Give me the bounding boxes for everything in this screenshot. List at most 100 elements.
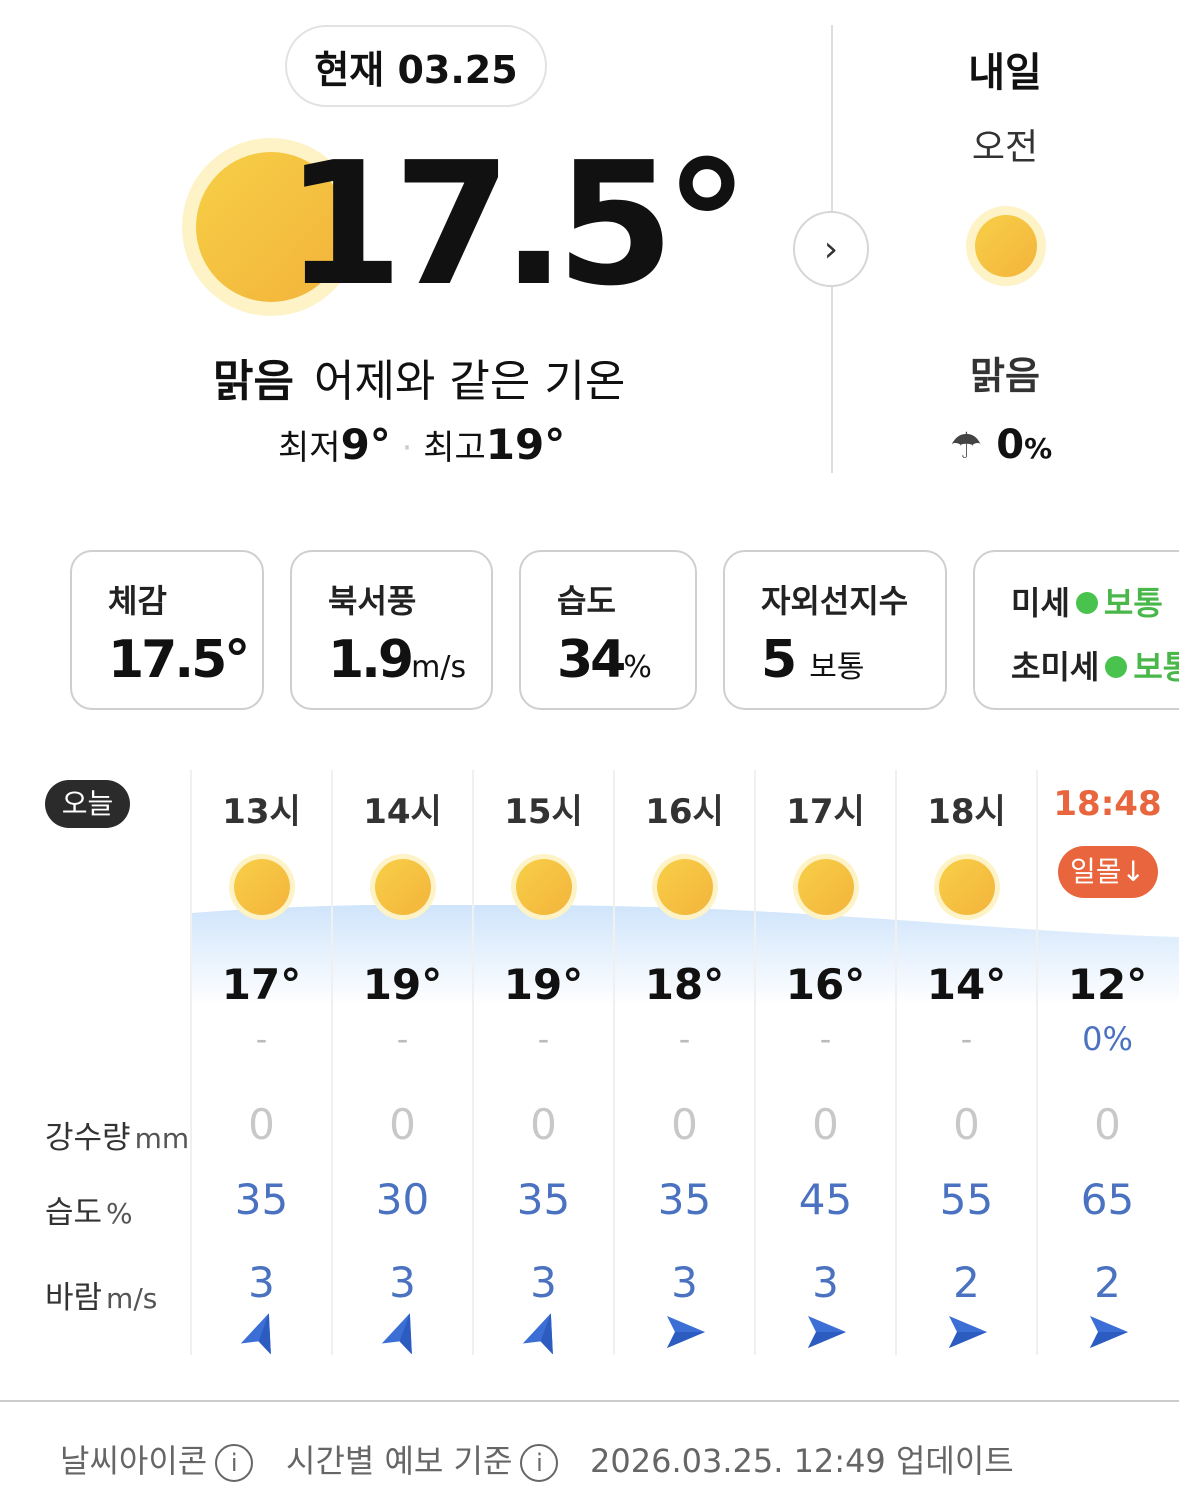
wind-speed: 3 <box>812 1258 839 1307</box>
rain-amount: 0 <box>530 1100 557 1149</box>
weather-icon-info[interactable]: 날씨아이콘 i <box>60 1436 254 1482</box>
wind-direction-icon <box>522 1313 553 1354</box>
tomorrow-title: 내일 <box>968 50 1042 96</box>
forecast-basis-info[interactable]: 시간별 예보 기준 i <box>286 1436 559 1482</box>
wind-direction-icon <box>948 1316 987 1348</box>
humidity-value: 30 <box>375 1175 430 1224</box>
hour-label: 17시 <box>786 792 865 832</box>
wind-direction-icon <box>1089 1316 1128 1348</box>
rain-probability: - <box>255 1020 268 1058</box>
ultrafine-dust-status: 보통 <box>1133 648 1179 686</box>
wind-speed: 3 <box>389 1258 416 1307</box>
fine-dust-label: 미세 <box>1011 584 1070 622</box>
rain-probability: - <box>678 1020 691 1058</box>
info-icon[interactable]: i <box>215 1444 254 1482</box>
rain-amount: 0 <box>248 1100 275 1149</box>
rain-probability: 0% <box>1082 1020 1133 1058</box>
temperature-curve <box>192 905 1179 1005</box>
wind-speed: 3 <box>671 1258 698 1307</box>
card-title: 습도 <box>557 582 616 620</box>
card-value: 17.5° <box>108 630 250 690</box>
current-temperature: 17.5° <box>285 126 749 324</box>
hour-temp: 19° <box>362 960 443 1009</box>
rain-probability: - <box>960 1020 973 1058</box>
hour-temp: 17° <box>221 960 302 1009</box>
umbrella-icon: ☂ <box>950 426 983 467</box>
wind-row-label: 바람 m/s <box>45 1280 158 1316</box>
hour-column: 15시 19° - 0 35 3 <box>472 770 613 1355</box>
rain-prob: 0 <box>996 422 1025 468</box>
hour-label: 14시 <box>363 792 442 832</box>
next-button[interactable]: › <box>793 211 869 287</box>
rain-amount: 0 <box>671 1100 698 1149</box>
card-unit: % <box>623 650 652 685</box>
footer-divider <box>0 1400 1179 1402</box>
max-value: 19° <box>485 420 566 469</box>
hour-column: 14시 19° - 0 30 3 <box>331 770 472 1355</box>
status-dot <box>1075 592 1098 614</box>
humidity-value: 65 <box>1080 1175 1135 1224</box>
weather-icon-label: 날씨아이콘 <box>60 1442 208 1480</box>
wind-speed: 2 <box>1094 1258 1121 1307</box>
humidity-value: 35 <box>234 1175 289 1224</box>
card-unit: m/s <box>411 650 467 685</box>
wind-speed: 3 <box>530 1258 557 1307</box>
hour-temp: 12° <box>1067 960 1148 1009</box>
info-icon[interactable]: i <box>520 1444 559 1482</box>
hour-label: 16시 <box>645 792 724 832</box>
humidity-value: 35 <box>657 1175 712 1224</box>
rain-amount: 0 <box>1094 1100 1121 1149</box>
condition-text: 맑음 <box>213 356 294 407</box>
humidity-value: 45 <box>798 1175 853 1224</box>
sunset-badge: 일몰↓ <box>1057 846 1158 898</box>
card-value: 5 <box>761 630 797 690</box>
sun-icon <box>938 859 995 915</box>
wind-direction-icon <box>807 1316 846 1348</box>
card-humidity[interactable]: 습도 34% <box>519 550 697 710</box>
ultrafine-dust-label: 초미세 <box>1011 648 1100 686</box>
humidity-value: 55 <box>939 1175 994 1224</box>
rain-probability: - <box>537 1020 550 1058</box>
hour-label: 18시 <box>927 792 1006 832</box>
rain-amount: 0 <box>953 1100 980 1149</box>
wind-direction-icon <box>240 1313 271 1354</box>
current-condition: 맑음 어제와 같은 기온 <box>213 345 625 409</box>
hour-temp: 14° <box>926 960 1007 1009</box>
sun-icon <box>374 859 431 915</box>
card-title: 자외선지수 <box>761 582 909 620</box>
hour-column: 17시 16° - 0 45 3 <box>754 770 895 1355</box>
rain-probability: - <box>819 1020 832 1058</box>
compare-text: 어제와 같은 기온 <box>313 356 626 407</box>
card-title: 북서풍 <box>328 582 417 620</box>
rain-amount: 0 <box>812 1100 839 1149</box>
min-label: 최저 <box>278 428 341 468</box>
card-uv[interactable]: 자외선지수 5 보통 <box>723 550 947 710</box>
card-wind[interactable]: 북서풍 1.9m/s <box>290 550 493 710</box>
min-max: 최저9° · 최고19° <box>278 420 566 469</box>
card-dust[interactable]: 미세 보통 초미세 보통 <box>973 550 1179 710</box>
hour-temp: 18° <box>644 960 725 1009</box>
card-unit: 보통 <box>809 650 865 685</box>
rain-probability: - <box>396 1020 409 1058</box>
forecast-basis-label: 시간별 예보 기준 <box>286 1442 513 1480</box>
current-date-pill: 현재 03.25 <box>285 25 547 107</box>
sun-icon <box>966 206 1046 286</box>
hour-temp: 16° <box>785 960 866 1009</box>
sun-icon <box>182 138 360 316</box>
updated-time: 2026.03.25. 12:49 업데이트 <box>590 1442 1014 1480</box>
hour-temp: 19° <box>503 960 584 1009</box>
card-value: 34 <box>557 630 626 690</box>
card-title: 체감 <box>108 582 167 620</box>
today-badge: 오늘 <box>45 780 130 828</box>
wind-direction-icon <box>381 1313 412 1354</box>
card-value: 1.9 <box>328 630 414 690</box>
card-feels-like[interactable]: 체감 17.5° <box>70 550 264 710</box>
sun-icon <box>797 859 854 915</box>
hour-label: 15시 <box>504 792 583 832</box>
wind-speed: 3 <box>248 1258 275 1307</box>
hour-column: 18:48 일몰↓ 12° 0% 0 65 2 <box>1036 770 1177 1355</box>
humidity-row-label: 습도% <box>45 1195 133 1231</box>
tomorrow-period: 오전 <box>971 127 1039 168</box>
sun-icon <box>656 859 713 915</box>
hour-column: 16시 18° - 0 35 3 <box>613 770 754 1355</box>
